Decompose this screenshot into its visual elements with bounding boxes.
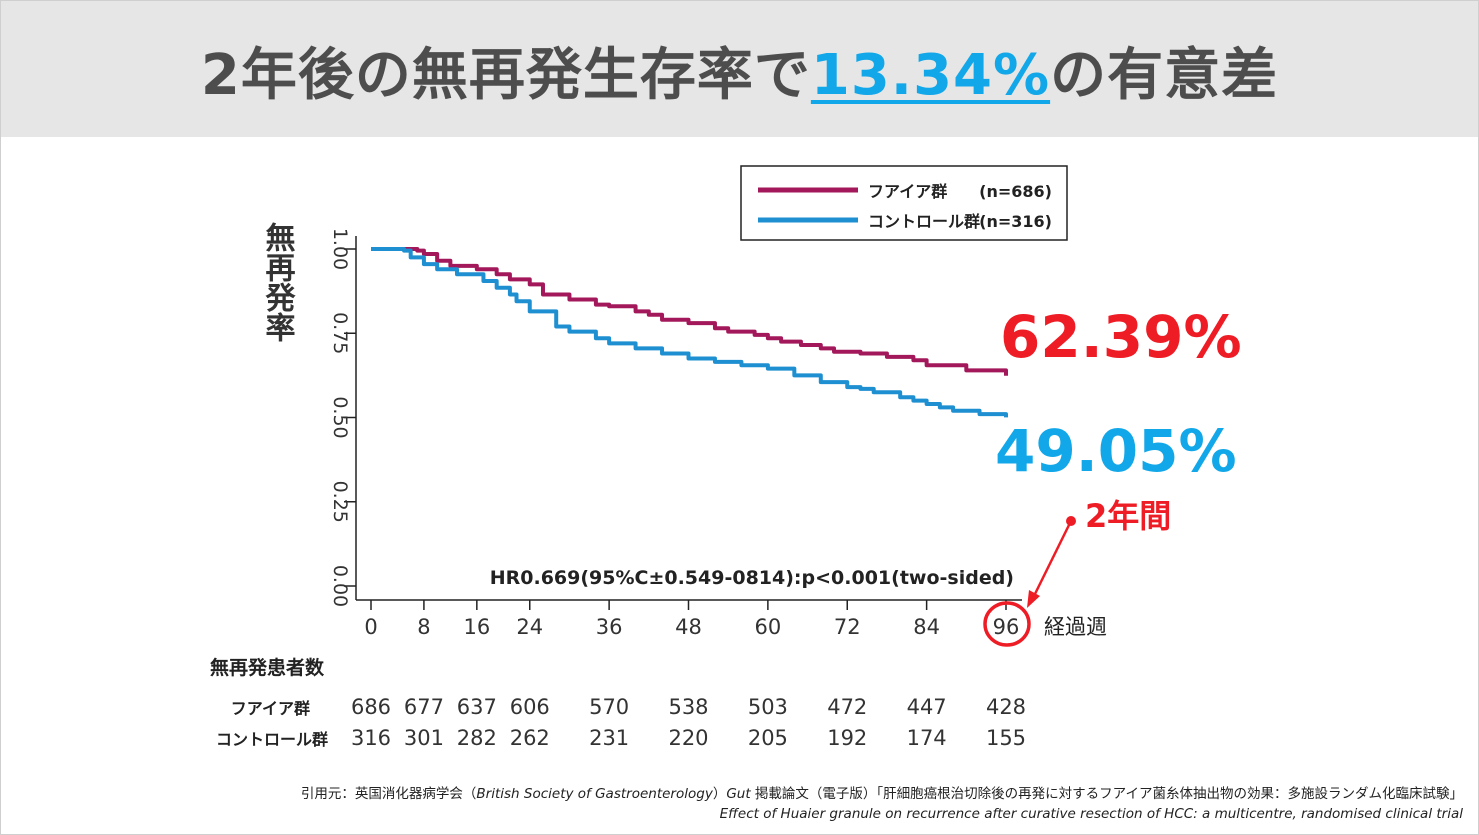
callout-arrowhead (1027, 590, 1040, 608)
risk-table-cell: 686 (351, 695, 391, 719)
risk-row-label-control: コントロール群 (216, 730, 328, 749)
title-band (1, 1, 1478, 137)
x-tick-label: 16 (463, 615, 490, 639)
risk-table-cell: 174 (907, 726, 947, 750)
x-tick-label: 48 (675, 615, 702, 639)
y-tick-label: 0.50 (329, 396, 351, 438)
risk-table-cell: 503 (748, 695, 788, 719)
legend-label-huaier: フアイア群 (868, 182, 947, 201)
risk-row-label-huaier: フアイア群 (231, 699, 310, 718)
risk-table-cell: 155 (986, 726, 1026, 750)
citation-line-1: 引用元：英国消化器病学会（British Society of Gastroen… (300, 786, 1463, 802)
title-suffix: の有意差 (1050, 43, 1279, 108)
y-tick-label: 0.25 (329, 481, 351, 523)
x-tick-label: 72 (834, 615, 861, 639)
page-title: 2年後の無再発生存率で13.34%の有意差 (0, 30, 1479, 111)
risk-table-cell: 538 (668, 695, 708, 719)
risk-table-cell: 301 (404, 726, 444, 750)
end-label-huaier: 62.39% (1000, 303, 1242, 371)
risk-table-cell: 231 (589, 726, 629, 750)
risk-table-cell: 220 (668, 726, 708, 750)
risk-table-cell: 472 (827, 695, 867, 719)
y-tick-label: 0.75 (329, 312, 351, 354)
risk-table-cell: 282 (457, 726, 497, 750)
citation: 引用元：英国消化器病学会（British Society of Gastroen… (301, 784, 1463, 824)
risk-table-cell: 447 (907, 695, 947, 719)
x-tick-label: 8 (417, 615, 430, 639)
end-label-control: 49.05% (995, 417, 1237, 485)
legend-box (740, 165, 1068, 241)
callout-arrow (1031, 524, 1071, 599)
citation-line-2: Effect of Huaier granule on recurrence a… (719, 806, 1463, 822)
legend-label-control: コントロール群 (868, 212, 980, 231)
risk-table-cell: 205 (748, 726, 788, 750)
y-tick-label: 1.00 (329, 228, 351, 270)
y-axis-label: 無再発率 (260, 222, 297, 342)
risk-table-cell: 677 (404, 695, 444, 719)
risk-table-cell: 428 (986, 695, 1026, 719)
risk-table-cell: 192 (827, 726, 867, 750)
series-line-huaier (371, 247, 1008, 376)
x-tick-label: 60 (755, 615, 782, 639)
x-tick-label: 96 (993, 615, 1020, 639)
risk-table-title: 無再発患者数 (210, 656, 325, 679)
callout-label: 2年間 (1085, 497, 1171, 535)
title-prefix: 2年後の無再発生存率で (200, 43, 811, 108)
legend-n-huaier: (n=686) (979, 182, 1052, 201)
hr-annotation: HR0.669(95%C±0.549-0814):p<0.001(two-sid… (490, 567, 1014, 589)
series-line-control (371, 247, 1008, 418)
risk-table-cell: 570 (589, 695, 629, 719)
x-tick-label: 84 (913, 615, 940, 639)
legend-n-control: (n=316) (979, 212, 1052, 231)
risk-table-cell: 637 (457, 695, 497, 719)
x-tick-label: 36 (596, 615, 623, 639)
risk-table-cell: 606 (510, 695, 550, 719)
title-highlight: 13.34% (810, 43, 1051, 108)
x-tick-label: 24 (516, 615, 543, 639)
risk-table-cell: 262 (510, 726, 550, 750)
callout-circle (983, 601, 1031, 647)
callout-dot (1066, 516, 1076, 526)
risk-table-cell: 316 (351, 726, 391, 750)
x-tick-label: 0 (364, 615, 377, 639)
y-tick-label: 0.00 (329, 565, 351, 607)
x-axis-label: 経過週 (1044, 615, 1107, 639)
